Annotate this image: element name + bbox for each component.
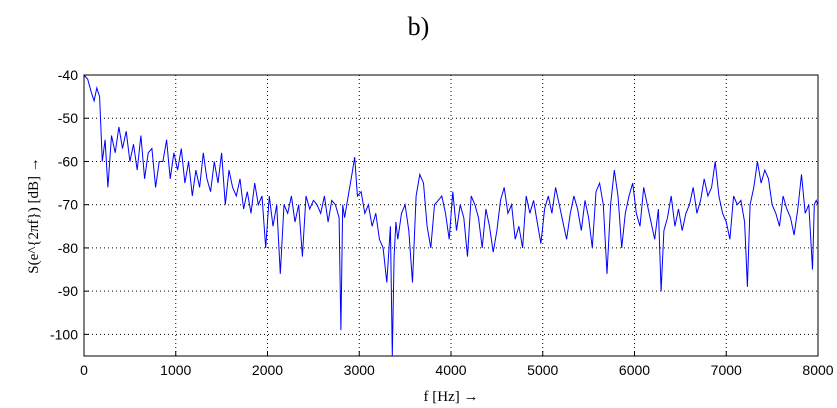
y-axis-label: S(e^{2πf}) [dB] → — [26, 157, 42, 274]
spectrum-line — [83, 74, 819, 357]
y-tick-label: -90 — [58, 283, 78, 299]
y-tick-label: -80 — [58, 240, 78, 256]
x-tick-label: 4000 — [435, 362, 466, 378]
figure-caption: b) — [407, 12, 430, 41]
y-tick-label: -40 — [58, 67, 78, 83]
y-tick-label: -50 — [58, 110, 78, 126]
x-tick-label: 8000 — [802, 362, 833, 378]
plot-frame — [83, 74, 819, 357]
y-tick-label: -70 — [58, 197, 78, 213]
y-tick-label: -60 — [58, 153, 78, 169]
x-tick-label: 0 — [80, 362, 88, 378]
x-axis-label: f [Hz] → — [424, 389, 479, 405]
x-tick-label: 1000 — [160, 362, 191, 378]
y-tick-label: -100 — [50, 326, 78, 342]
x-tick-label: 2000 — [252, 362, 283, 378]
x-tick-label: 5000 — [527, 362, 558, 378]
x-tick-label: 6000 — [619, 362, 650, 378]
x-tick-label: 7000 — [711, 362, 742, 378]
tick-labels: 0 1000 2000 3000 4000 5000 6000 7000 8000 -40 -50 -… — [50, 67, 834, 378]
x-tick-label: 3000 — [344, 362, 375, 378]
